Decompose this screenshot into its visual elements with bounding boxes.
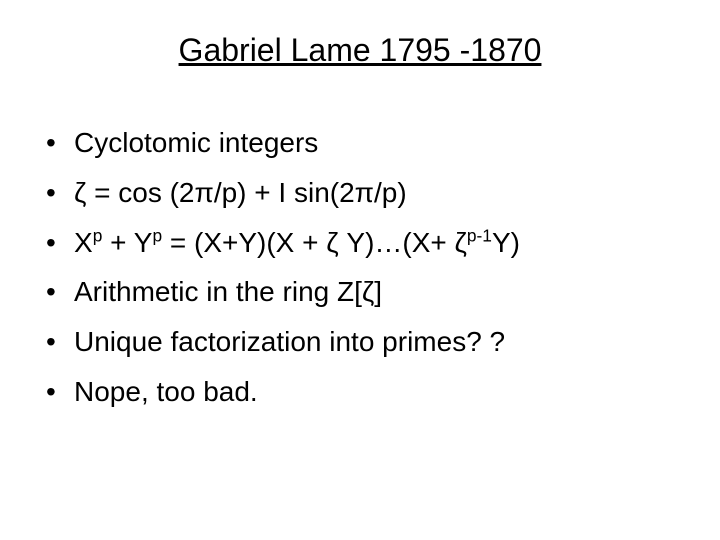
formula-sup: p-1 — [467, 225, 492, 245]
list-item: • Xp + Yp = (X+Y)(X + ζ Y)…(X+ ζp-1Y) — [40, 224, 680, 262]
formula-part: Y) — [492, 227, 520, 258]
list-item: • ζ = cos (2π/p) + I sin(2π/p) — [40, 174, 680, 212]
list-item: • Nope, too bad. — [40, 373, 680, 411]
list-item: • Unique factorization into primes? ? — [40, 323, 680, 361]
list-item: • Cyclotomic integers — [40, 124, 680, 162]
bullet-icon: • — [40, 373, 74, 411]
list-item: • Arithmetic in the ring Z[ζ] — [40, 273, 680, 311]
item-text: ζ = cos (2π/p) + I sin(2π/p) — [74, 174, 680, 212]
item-text: Arithmetic in the ring Z[ζ] — [74, 273, 680, 311]
item-text-formula: Xp + Yp = (X+Y)(X + ζ Y)…(X+ ζp-1Y) — [74, 224, 680, 262]
bullet-list: • Cyclotomic integers • ζ = cos (2π/p) +… — [40, 124, 680, 423]
bullet-icon: • — [40, 273, 74, 311]
bullet-icon: • — [40, 323, 74, 361]
bullet-icon: • — [40, 124, 74, 162]
bullet-icon: • — [40, 224, 74, 262]
item-text: Cyclotomic integers — [74, 124, 680, 162]
formula-part: X — [74, 227, 93, 258]
formula-sup: p — [152, 225, 162, 245]
formula-part: + Y — [102, 227, 152, 258]
bullet-icon: • — [40, 174, 74, 212]
item-text: Nope, too bad. — [74, 373, 680, 411]
item-text: Unique factorization into primes? ? — [74, 323, 680, 361]
formula-part: = (X+Y)(X + ζ Y)…(X+ ζ — [162, 227, 467, 258]
formula-sup: p — [93, 225, 103, 245]
slide-title: Gabriel Lame 1795 -1870 — [0, 32, 720, 69]
